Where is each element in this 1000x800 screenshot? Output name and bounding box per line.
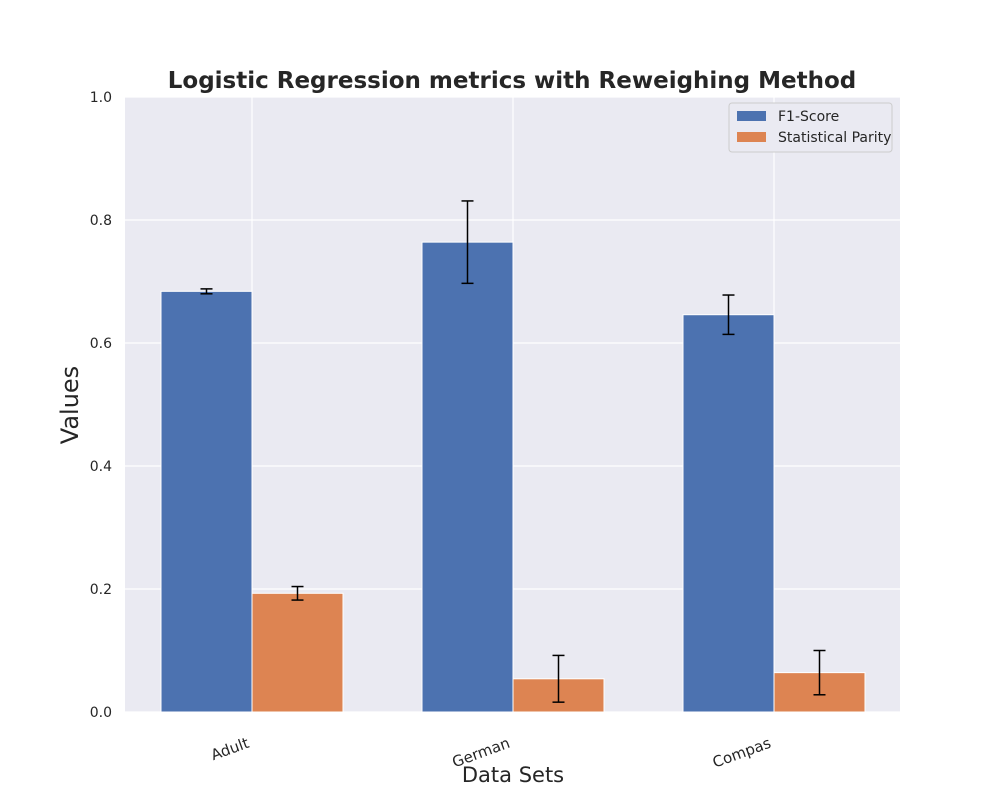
error-bar	[291, 585, 304, 601]
y-tick-label: 0.4	[90, 459, 112, 475]
x-tick-label: Compas	[710, 734, 773, 772]
y-tick-label: 0.2	[90, 582, 112, 598]
legend-box	[728, 102, 893, 153]
y-axis-ticks: 0.0 0.2 0.4 0.6 0.8 1.0	[90, 90, 112, 721]
error-bar	[461, 200, 474, 285]
y-tick-label: 1.0	[90, 90, 112, 106]
x-tick-label: Adult	[208, 734, 251, 764]
error-bar	[200, 288, 213, 295]
bars	[160, 241, 866, 713]
y-tick-label: 0.6	[90, 336, 112, 352]
legend: F1-Score Statistical Parity	[728, 102, 893, 153]
x-axis-label: Data Sets	[462, 763, 564, 787]
y-tick-label: 0.8	[90, 213, 112, 229]
legend-label-statistical-parity: Statistical Parity	[778, 130, 891, 146]
chart-title: Logistic Regression metrics with Reweigh…	[168, 68, 857, 94]
y-axis-label: Values	[56, 366, 84, 444]
bar-f1-score-german	[421, 241, 514, 713]
bar-f1-score-compas	[682, 314, 775, 713]
error-bar	[722, 294, 735, 336]
bar-f1-score-adult	[160, 290, 253, 713]
error-bar	[813, 649, 826, 696]
legend-swatch-f1-score	[737, 111, 766, 121]
legend-swatch-statistical-parity	[737, 132, 766, 142]
bar-statistical-parity-adult	[251, 592, 344, 713]
error-bars	[200, 200, 826, 703]
error-bar	[552, 654, 565, 703]
y-tick-label: 0.0	[90, 705, 112, 721]
legend-label-f1-score: F1-Score	[778, 109, 839, 125]
